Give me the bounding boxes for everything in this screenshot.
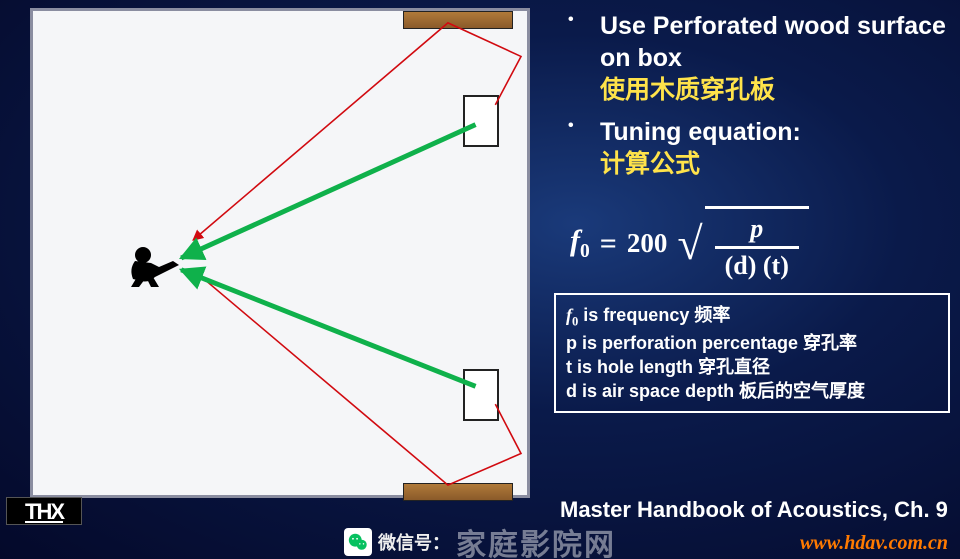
bullet-2-zh: 计算公式 <box>600 148 946 180</box>
formula-fraction: p (d) (t) <box>715 214 799 281</box>
formula-var-f: f <box>570 224 580 257</box>
radical-sign: √ <box>677 230 702 258</box>
definitions-box: f0 is frequency 频率 p is perforation perc… <box>554 293 950 413</box>
bullet-1-zh: 使用木质穿孔板 <box>600 74 946 106</box>
def-row-p: p is perforation percentage 穿孔率 <box>566 331 938 355</box>
def-f0-text: is frequency 频率 <box>578 305 730 325</box>
formula-sub-0: 0 <box>580 241 590 262</box>
def-t-text: is hole length 穿孔直径 <box>572 357 770 377</box>
red-path-bottom <box>193 270 521 485</box>
formula-radical: √ p (d) (t) <box>677 206 809 281</box>
watermark-label: 微信号： <box>378 529 450 555</box>
def-row-d: d is air space depth 板后的空气厚度 <box>566 379 938 403</box>
formula-denominator: (d) (t) <box>715 246 799 281</box>
wechat-icon <box>344 528 372 556</box>
bullet-2: Tuning equation: 计算公式 <box>560 116 946 180</box>
green-path-top <box>181 125 475 258</box>
def-row-t: t is hole length 穿孔直径 <box>566 355 938 379</box>
bullet-1-en: Use Perforated wood surface on box <box>600 12 946 72</box>
green-path-bottom <box>181 270 475 387</box>
thx-logo: THX <box>6 497 82 525</box>
def-p-text: is perforation percentage 穿孔率 <box>577 333 857 353</box>
formula-coeff: 200 <box>627 228 668 259</box>
formula: f0 = 200 √ p (d) (t) <box>570 206 946 281</box>
watermark-ghost: 家庭影院网 <box>456 520 616 559</box>
def-d-text: is air space depth 板后的空气厚度 <box>577 381 865 401</box>
listener-icon <box>123 241 183 287</box>
bullet-2-en: Tuning equation: <box>600 118 801 146</box>
acoustic-diagram <box>30 8 530 498</box>
formula-numerator: p <box>728 214 785 246</box>
formula-lhs: f0 <box>570 224 590 263</box>
footer-citation: Master Handbook of Acoustics, Ch. 9 <box>560 497 948 523</box>
formula-eq: = <box>600 227 617 261</box>
watermark-bar: 微信号： 家庭影院网 www.hdav.com.cn <box>0 525 960 559</box>
arrows-layer <box>33 11 527 495</box>
bullet-1: Use Perforated wood surface on box 使用木质穿… <box>560 10 946 106</box>
watermark-url: www.hdav.com.cn <box>800 532 948 555</box>
text-content: Use Perforated wood surface on box 使用木质穿… <box>560 10 946 413</box>
def-row-f0: f0 is frequency 频率 <box>566 303 938 331</box>
thx-text: THX <box>25 499 63 524</box>
red-path-top <box>193 23 521 240</box>
